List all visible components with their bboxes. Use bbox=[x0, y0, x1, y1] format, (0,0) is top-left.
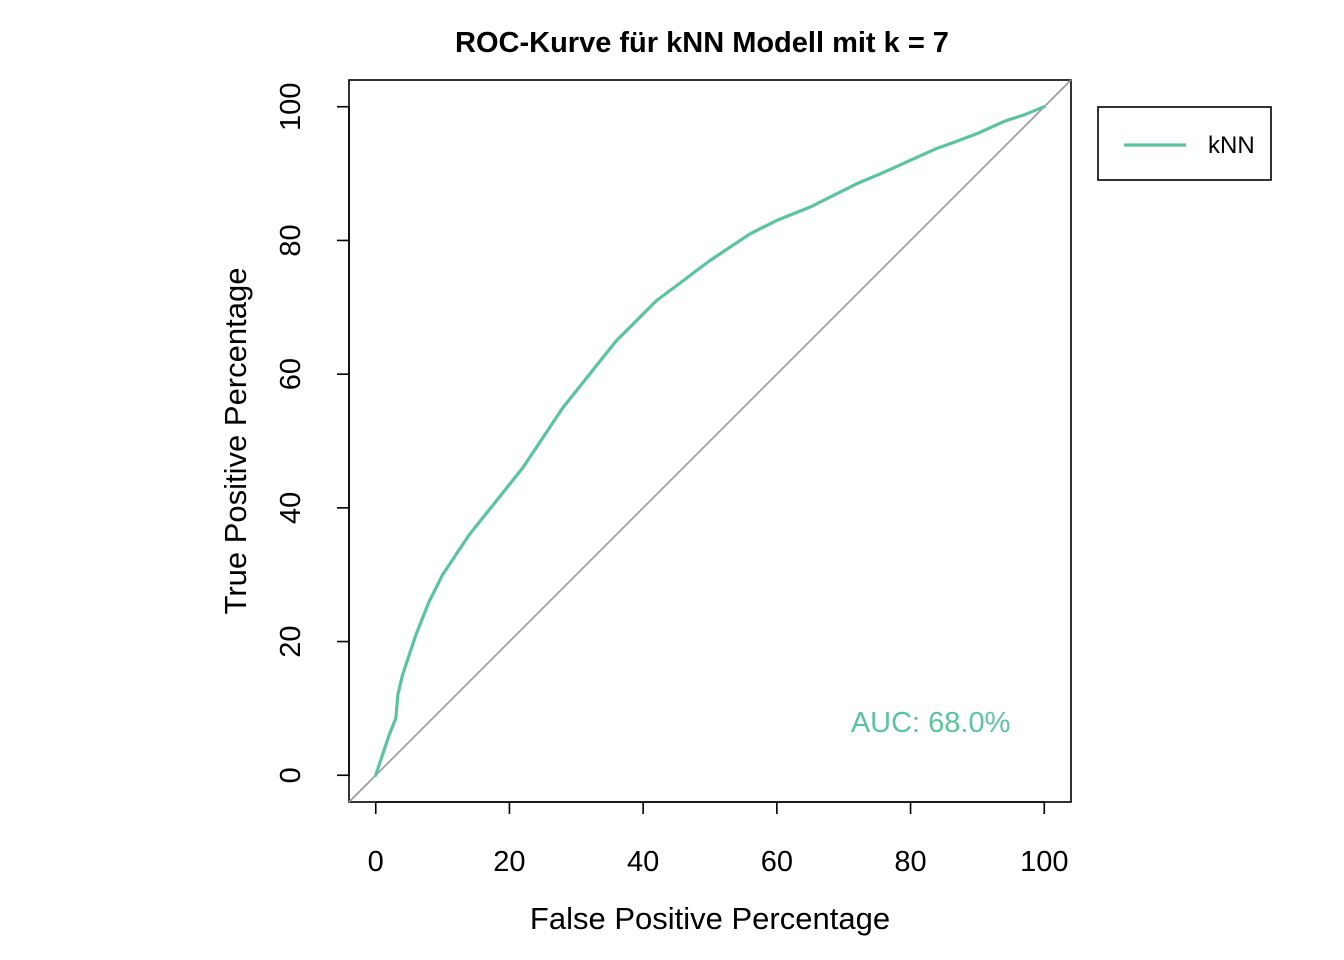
legend: kNN bbox=[1097, 106, 1272, 181]
chart-title: ROC-Kurve für kNN Modell mit k = 7 bbox=[455, 27, 949, 59]
x-tick-label: 20 bbox=[493, 846, 525, 878]
auc-annotation: AUC: 68.0% bbox=[851, 707, 1011, 739]
series-line-knn bbox=[374, 105, 1046, 777]
x-tick-label: 0 bbox=[368, 846, 384, 878]
legend-label-knn: kNN bbox=[1208, 132, 1255, 159]
y-tick-label: 100 bbox=[275, 83, 307, 131]
x-tick-label: 100 bbox=[1020, 846, 1068, 878]
x-tick-label: 80 bbox=[894, 846, 926, 878]
x-tick-label: 60 bbox=[761, 846, 793, 878]
reference-diagonal-line bbox=[348, 79, 1072, 803]
x-tick-label: 40 bbox=[627, 846, 659, 878]
y-tick-label: 0 bbox=[275, 767, 307, 783]
x-axis-ticks: 0 20 40 60 80 100 bbox=[368, 801, 1068, 878]
y-tick-label: 80 bbox=[275, 224, 307, 256]
x-axis-label: False Positive Percentage bbox=[530, 901, 890, 936]
y-axis-label: True Positive Percentage bbox=[218, 268, 253, 615]
y-tick-label: 60 bbox=[275, 358, 307, 390]
y-tick-label: 20 bbox=[275, 625, 307, 657]
y-tick-label: 40 bbox=[275, 492, 307, 524]
y-axis-ticks: 0 20 40 60 80 100 bbox=[275, 83, 350, 783]
